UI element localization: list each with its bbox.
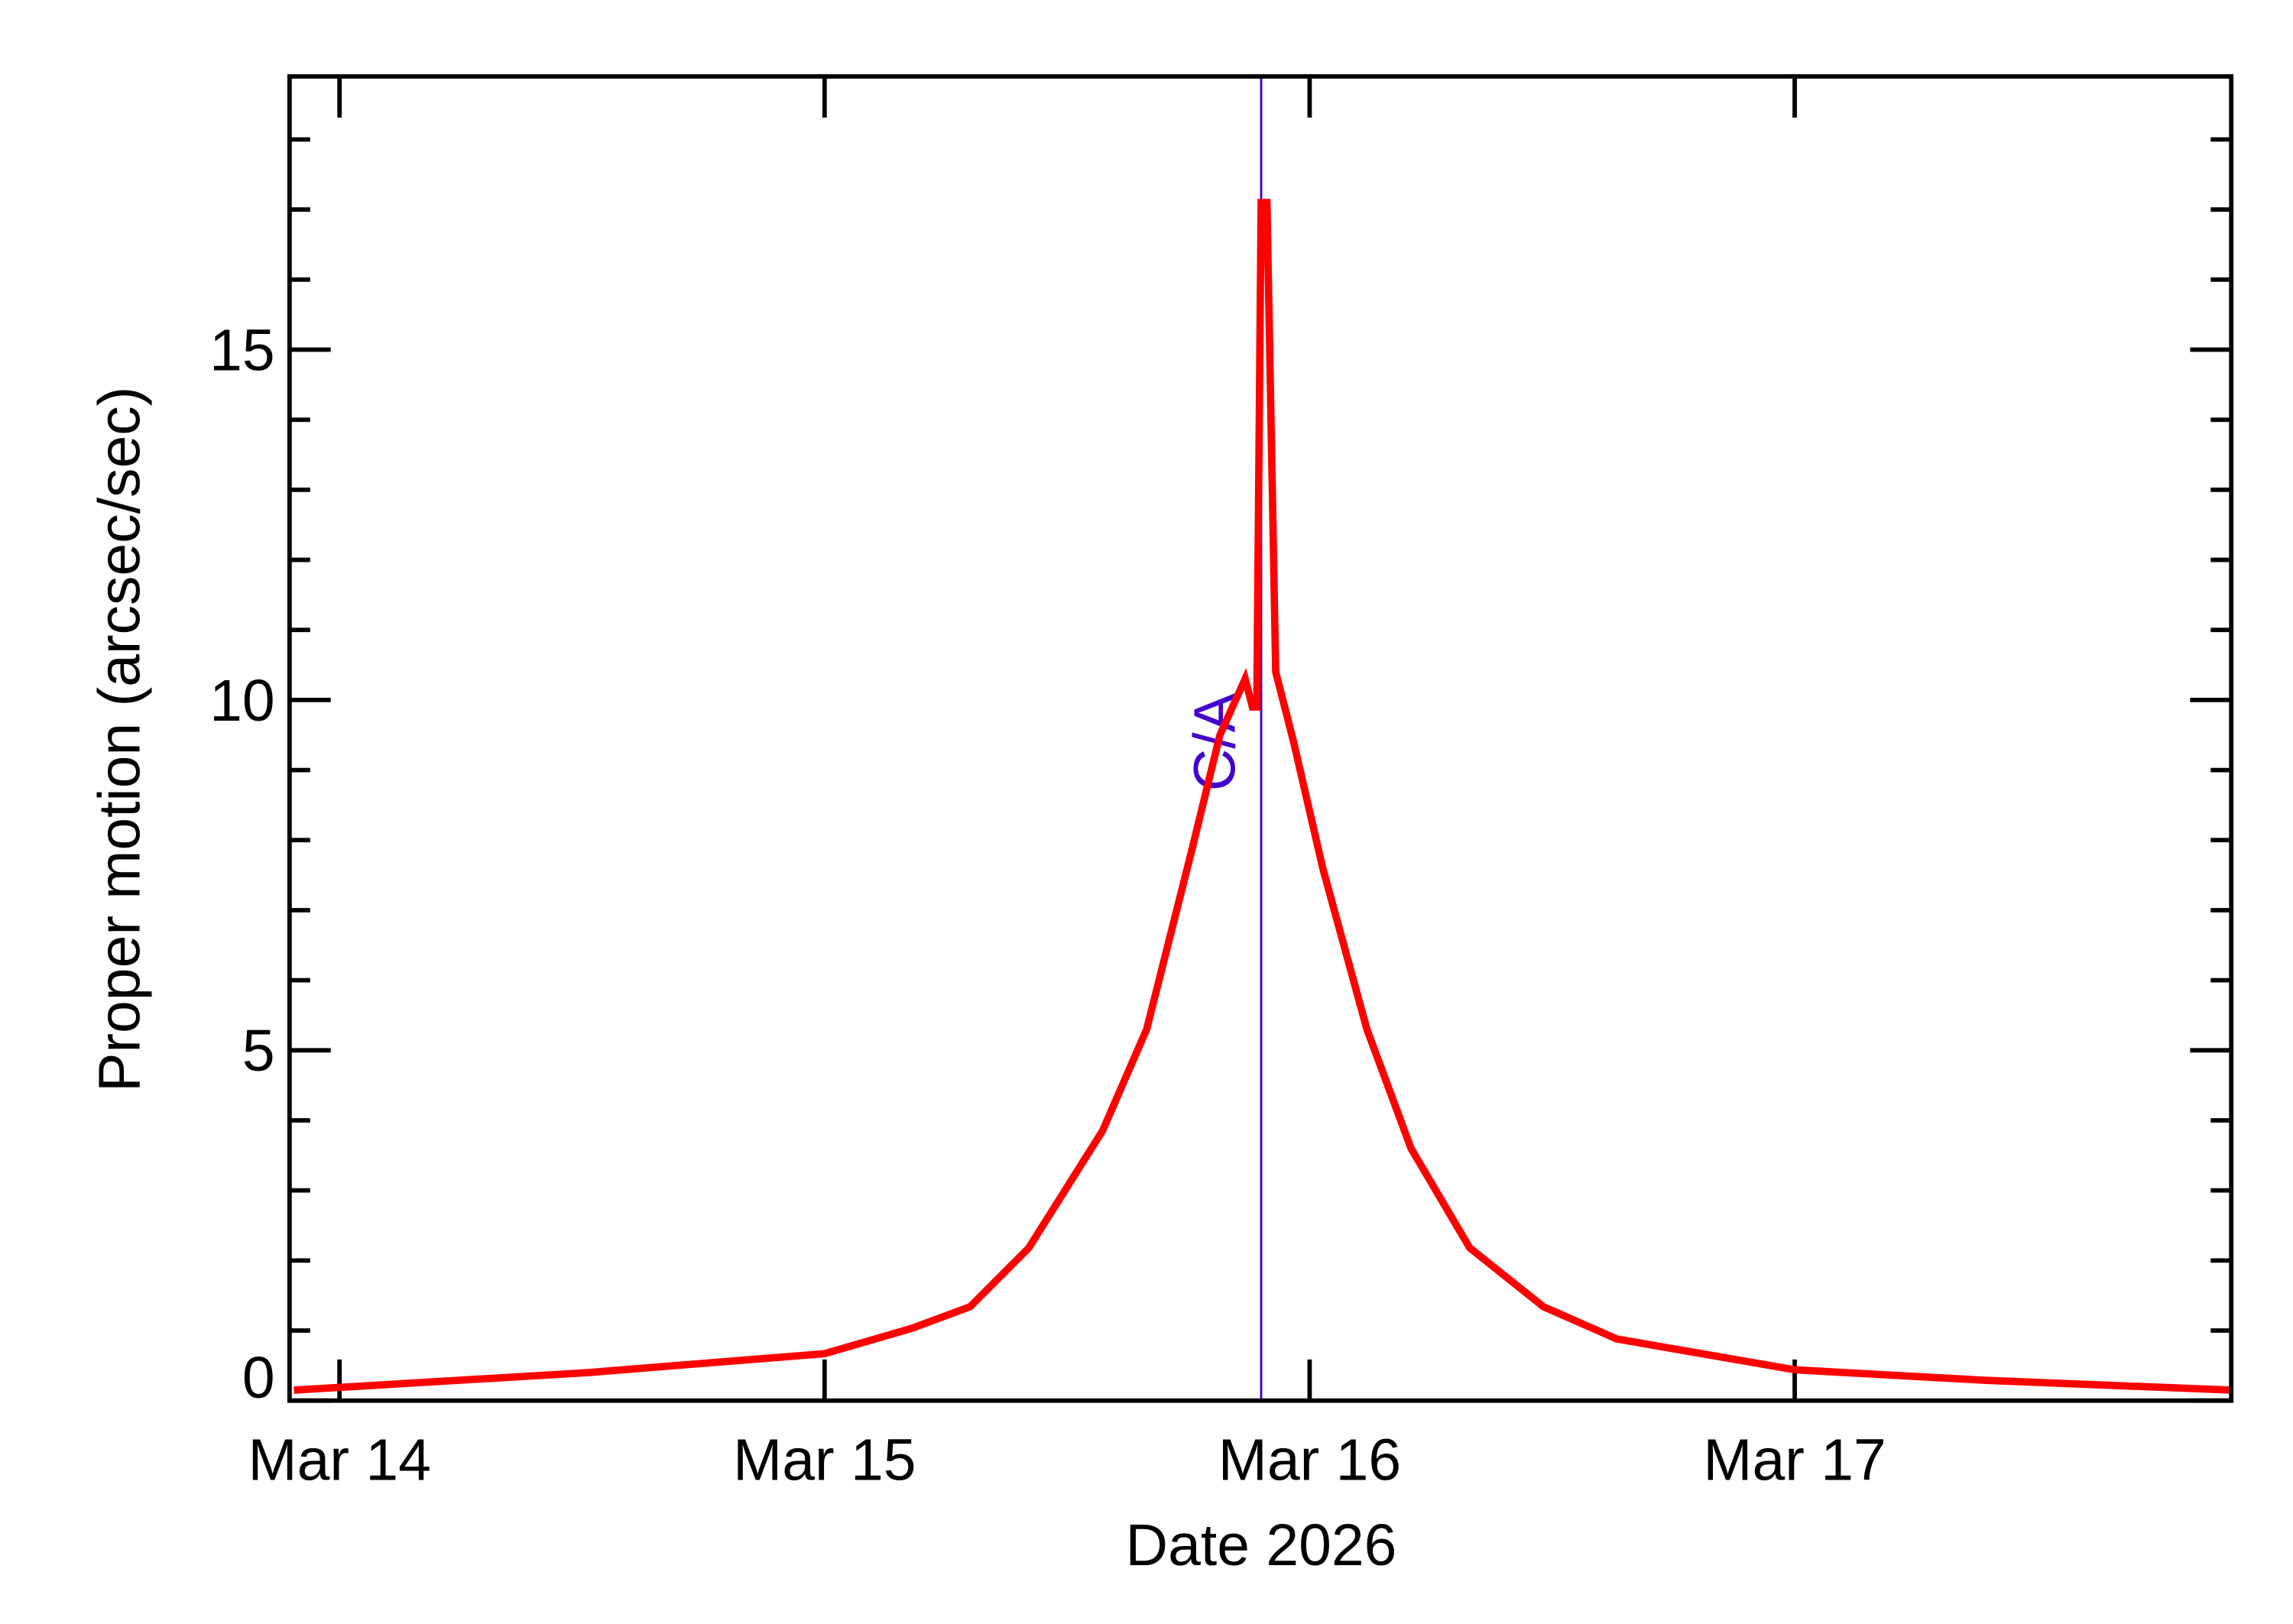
x-tick-label: Mar 17	[1703, 1428, 1886, 1493]
x-axis-label: Date 2026	[1126, 1512, 1397, 1578]
x-tick-label: Mar 14	[248, 1428, 431, 1493]
data-line	[294, 199, 2232, 1394]
y-tick-label: 10	[209, 668, 275, 734]
x-tick-label: Mar 15	[733, 1428, 916, 1493]
y-tick-label: 15	[209, 317, 275, 383]
y-tick-label: 0	[242, 1345, 275, 1411]
y-tick-label: 5	[242, 1018, 275, 1084]
y-axis-label: Proper motion (arcsec/sec)	[87, 387, 153, 1092]
x-tick-label: Mar 16	[1218, 1428, 1401, 1493]
plot-frame	[287, 74, 2234, 1403]
